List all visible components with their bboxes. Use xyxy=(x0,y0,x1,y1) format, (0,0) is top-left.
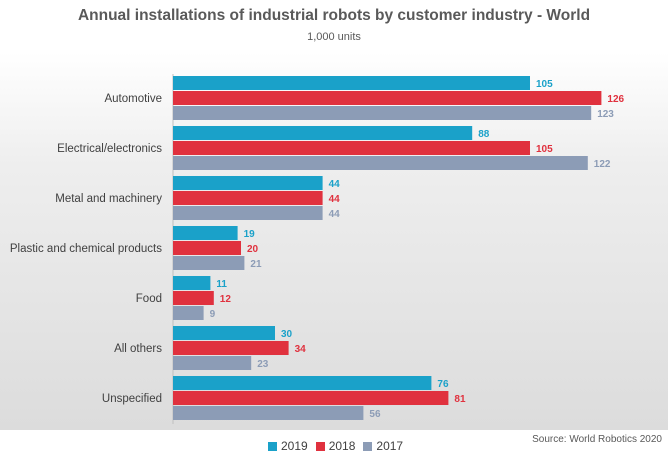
bar-plastic-and-chemical-products-2018 xyxy=(173,241,241,255)
legend-swatch-2017 xyxy=(363,441,373,451)
bar-plastic-and-chemical-products-2017 xyxy=(173,256,245,270)
bar-all-others-2019 xyxy=(173,326,275,340)
legend-label-2019: 2019 xyxy=(281,439,308,453)
data-label-unspecified-2017: 56 xyxy=(369,409,381,420)
bar-unspecified-2017 xyxy=(173,406,364,420)
legend-item-2019: 2019 xyxy=(268,439,308,453)
bar-automotive-2017 xyxy=(173,106,592,120)
data-label-plastic-and-chemical-products-2019: 19 xyxy=(244,229,256,240)
bar-electrical-electronics-2017 xyxy=(173,156,588,170)
chart-subtitle: 1,000 units xyxy=(307,31,361,43)
category-label-automotive: Automotive xyxy=(104,93,162,105)
category-label-electrical-electronics: Electrical/electronics xyxy=(57,143,162,155)
bar-electrical-electronics-2019 xyxy=(173,126,473,140)
legend-label-2017: 2017 xyxy=(376,439,404,453)
data-label-electrical-electronics-2019: 88 xyxy=(478,129,490,140)
bar-metal-and-machinery-2019 xyxy=(173,176,323,190)
bar-food-2019 xyxy=(173,276,211,290)
bar-unspecified-2019 xyxy=(173,376,432,390)
data-label-food-2019: 11 xyxy=(216,279,227,290)
data-label-all-others-2018: 34 xyxy=(295,344,307,355)
data-label-food-2017: 9 xyxy=(210,309,216,320)
data-label-all-others-2019: 30 xyxy=(281,329,293,340)
category-label-all-others: All others xyxy=(114,343,162,355)
category-label-metal-and-machinery: Metal and machinery xyxy=(55,193,162,205)
data-label-electrical-electronics-2018: 105 xyxy=(536,144,553,155)
legend-swatch-2018 xyxy=(315,441,325,451)
data-label-all-others-2017: 23 xyxy=(257,359,269,370)
data-label-electrical-electronics-2017: 122 xyxy=(594,159,611,170)
bar-unspecified-2018 xyxy=(173,391,449,405)
data-label-metal-and-machinery-2017: 44 xyxy=(329,209,341,220)
bar-metal-and-machinery-2018 xyxy=(173,191,323,205)
legend: 2019 2018 2017 xyxy=(268,439,403,453)
legend-swatch-2019 xyxy=(268,441,277,451)
bar-automotive-2019 xyxy=(173,76,530,90)
bar-all-others-2017 xyxy=(173,356,252,370)
bar-food-2018 xyxy=(173,291,214,305)
data-label-plastic-and-chemical-products-2018: 20 xyxy=(247,244,259,255)
category-label-food: Food xyxy=(136,293,162,305)
data-label-automotive-2019: 105 xyxy=(536,79,553,90)
data-label-unspecified-2018: 81 xyxy=(454,394,466,405)
bar-metal-and-machinery-2017 xyxy=(173,206,323,220)
data-label-automotive-2018: 126 xyxy=(607,94,624,105)
data-label-automotive-2017: 123 xyxy=(597,109,614,120)
legend-item-2018: 2018 xyxy=(315,439,356,453)
data-label-food-2018: 12 xyxy=(220,294,232,305)
bar-electrical-electronics-2018 xyxy=(173,141,530,155)
category-label-plastic-and-chemical-products: Plastic and chemical products xyxy=(10,243,162,255)
data-label-plastic-and-chemical-products-2017: 21 xyxy=(250,259,262,270)
source-note: Source: World Robotics 2020 xyxy=(532,434,662,445)
data-label-metal-and-machinery-2019: 44 xyxy=(329,179,341,190)
data-label-metal-and-machinery-2018: 44 xyxy=(329,194,341,205)
bar-automotive-2018 xyxy=(173,91,602,105)
legend-label-2018: 2018 xyxy=(328,439,356,453)
bar-plastic-and-chemical-products-2019 xyxy=(173,226,238,240)
bar-all-others-2018 xyxy=(173,341,289,355)
bar-food-2017 xyxy=(173,306,204,320)
data-label-unspecified-2019: 76 xyxy=(437,379,449,390)
chart-title: Annual installations of industrial robot… xyxy=(77,7,591,24)
legend-item-2017: 2017 xyxy=(363,439,403,453)
category-label-unspecified: Unspecified xyxy=(102,393,162,405)
